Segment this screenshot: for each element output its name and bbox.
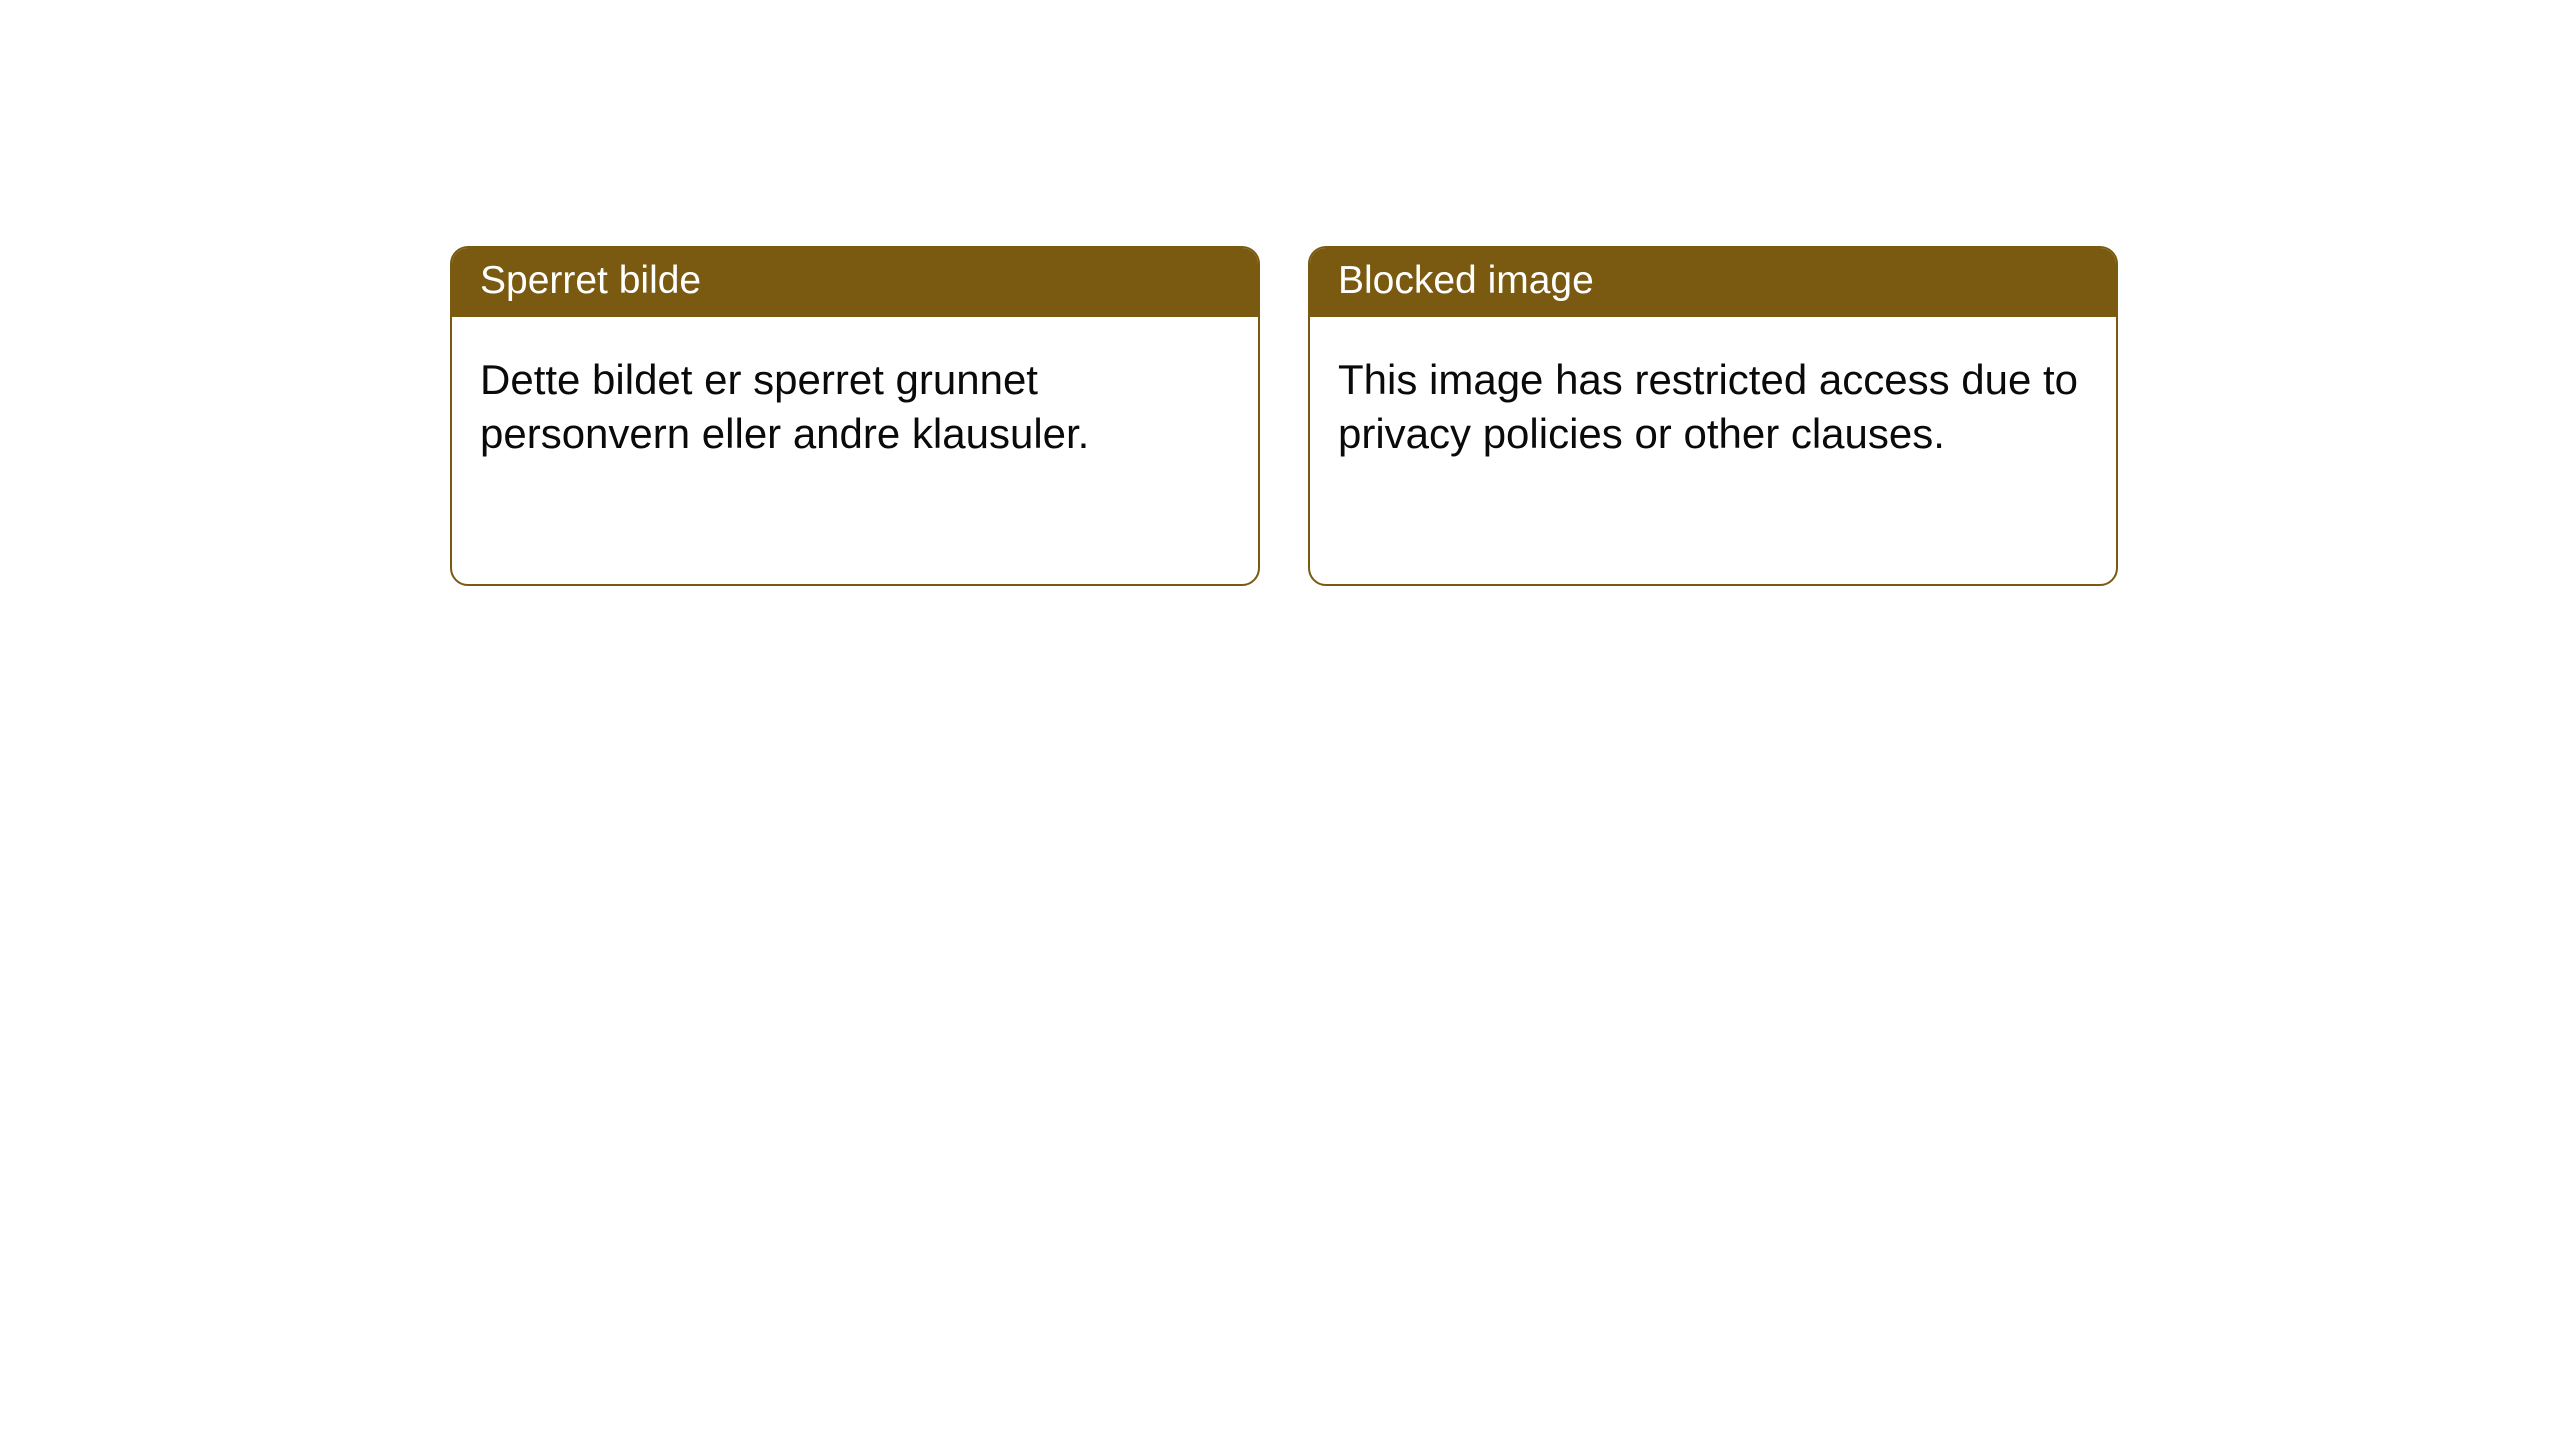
notice-cards-container: Sperret bilde Dette bildet er sperret gr… [0, 0, 2560, 586]
notice-card-body: Dette bildet er sperret grunnet personve… [452, 317, 1258, 489]
notice-card-title: Sperret bilde [452, 248, 1258, 317]
notice-card-norwegian: Sperret bilde Dette bildet er sperret gr… [450, 246, 1260, 586]
notice-card-title: Blocked image [1310, 248, 2116, 317]
notice-card-body: This image has restricted access due to … [1310, 317, 2116, 489]
notice-card-english: Blocked image This image has restricted … [1308, 246, 2118, 586]
